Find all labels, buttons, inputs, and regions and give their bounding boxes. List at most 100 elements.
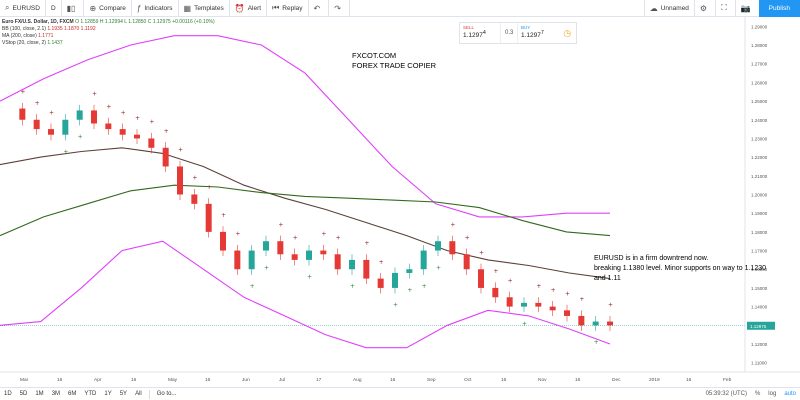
utc-time[interactable]: 05:39:32 (UTC) xyxy=(705,391,747,397)
legend-vstop[interactable]: VStop (20, close, 2) xyxy=(2,40,46,46)
range-ytd[interactable]: YTD xyxy=(84,391,97,397)
x-tick-label: 17 xyxy=(316,377,322,383)
snapshot-button[interactable]: 📷 xyxy=(734,0,759,17)
vstop-marker: + xyxy=(78,134,83,141)
alert-button[interactable]: ⏰ Alert xyxy=(230,0,268,17)
candle-body xyxy=(119,129,126,135)
x-tick-label: Aug xyxy=(353,377,362,383)
range-1d[interactable]: 1D xyxy=(4,391,12,397)
log-toggle[interactable]: log xyxy=(768,391,777,397)
y-tick-label: 1.11000 xyxy=(751,361,767,366)
candle-body xyxy=(492,287,499,298)
x-tick-label: 2019 xyxy=(649,377,660,383)
vstop-marker: + xyxy=(264,264,269,271)
layout-button[interactable]: ☁ Unnamed xyxy=(643,0,694,17)
settings-button[interactable]: ⚙ xyxy=(693,0,715,17)
vstop-marker: + xyxy=(278,221,283,228)
candle-body xyxy=(578,315,585,326)
indicators-label: Indicators xyxy=(144,4,173,12)
y-tick-label: 1.25000 xyxy=(751,99,768,104)
candle-body xyxy=(33,119,40,130)
percent-toggle[interactable]: % xyxy=(754,391,761,397)
vstop-marker: + xyxy=(192,175,197,182)
vstop-marker: + xyxy=(450,221,455,228)
y-tick-label: 1.29000 xyxy=(751,24,768,29)
candle-body xyxy=(76,110,83,120)
x-tick-label: 16 xyxy=(390,377,396,383)
replay-button[interactable]: ⏮ Replay xyxy=(267,0,309,17)
vstop-marker: + xyxy=(135,115,140,122)
vstop-marker: + xyxy=(393,302,398,309)
buy-price: 1.1297 xyxy=(521,32,541,40)
alert-label: Alert xyxy=(247,4,262,12)
y-tick-label: 1.12000 xyxy=(751,342,768,347)
legend-ma[interactable]: MA (200, close) xyxy=(2,33,37,39)
legend-ohlc: O 1.12859 H 1.12994 L 1.12850 C 1.12975 … xyxy=(75,19,215,25)
range-1m[interactable]: 1M xyxy=(35,391,44,397)
price-chart[interactable]: + + + + + + + + + + + + + + + + + + + + + + + + + + + + + + + + + + + + + + + +… xyxy=(0,17,800,387)
vstop-marker: + xyxy=(307,274,312,281)
sell-button[interactable]: SELL 1.12974 xyxy=(460,23,502,43)
candle-body xyxy=(406,269,413,273)
buy-button[interactable]: BUY 1.12977 xyxy=(517,23,558,43)
candle-body xyxy=(306,250,312,260)
publish-button[interactable]: Publish xyxy=(758,0,800,17)
templates-button[interactable]: ▦ Templates xyxy=(179,0,230,17)
range-5d[interactable]: 5D xyxy=(19,391,28,397)
candle-body xyxy=(148,138,155,148)
vstop-marker: + xyxy=(235,231,240,238)
legend-bb[interactable]: BB (100, close, 2.1) xyxy=(2,26,46,32)
compare-button[interactable]: ⊕ Compare xyxy=(84,0,132,17)
clock-icon[interactable]: ◷ xyxy=(563,27,572,38)
bottom-bar: 1D 5D 1M 3M 6M YTD 1Y 5Y All Go to... 05… xyxy=(0,387,800,400)
candle-body xyxy=(392,272,398,288)
symbol-search[interactable]: ⌕ EURUSD xyxy=(0,0,46,17)
candle-body xyxy=(435,241,441,251)
fullscreen-button[interactable]: ⛶ xyxy=(715,0,735,17)
candle-body xyxy=(134,134,140,139)
bar-style-button[interactable]: ▮▯ xyxy=(62,0,85,17)
vstop-marker: + xyxy=(293,234,298,241)
vstop-marker: + xyxy=(20,89,25,96)
series-line-2 xyxy=(0,147,611,280)
range-all[interactable]: All xyxy=(135,391,142,397)
series-line-3 xyxy=(0,184,611,237)
buy-label: BUY xyxy=(521,25,531,30)
range-3m[interactable]: 3M xyxy=(51,391,61,397)
y-tick-label: 1.23000 xyxy=(751,136,768,141)
candle-body xyxy=(19,108,26,120)
interval-button[interactable]: D xyxy=(46,0,62,17)
undo-button[interactable]: ↶ xyxy=(309,0,330,17)
candle-body xyxy=(62,119,69,135)
goto-button[interactable]: Go to... xyxy=(156,391,177,397)
candle-body xyxy=(220,231,226,251)
x-tick-label: 16 xyxy=(501,377,507,383)
range-6m[interactable]: 6M xyxy=(68,391,77,397)
search-icon: ⌕ xyxy=(5,3,10,12)
vstop-marker: + xyxy=(250,283,255,290)
fullscreen-icon: ⛶ xyxy=(721,3,727,12)
vstop-marker: + xyxy=(608,302,613,309)
redo-button[interactable]: ↷ xyxy=(329,0,350,17)
spread-value: 0.3 xyxy=(505,30,514,36)
annotation-title-2: FOREX TRADE COPIER xyxy=(352,61,437,70)
x-tick-label: 16 xyxy=(205,377,211,383)
x-tick-label: Jul xyxy=(279,377,285,383)
x-tick-label: Jun xyxy=(242,377,250,383)
range-5y[interactable]: 5Y xyxy=(119,391,128,397)
chart-pane[interactable]: + + + + + + + + + + + + + + + + + + + + + + + + + + + + + + + + + + + + + + + +… xyxy=(0,17,800,387)
candle-body xyxy=(521,302,527,307)
auto-toggle[interactable]: auto xyxy=(784,391,796,397)
bottom-right: 05:39:32 (UTC) % log auto xyxy=(702,391,800,397)
vstop-marker: + xyxy=(49,109,54,116)
indicators-button[interactable]: ƒ Indicators xyxy=(132,0,179,17)
vstop-marker: + xyxy=(63,149,68,156)
trade-box: SELL 1.12974 0.3 BUY 1.12977 ◷ xyxy=(459,22,577,44)
vstop-marker: + xyxy=(422,283,427,290)
x-tick-label: 16 xyxy=(57,377,63,383)
vstop-marker: + xyxy=(92,91,97,98)
vstop-marker: + xyxy=(350,283,355,290)
range-1y[interactable]: 1Y xyxy=(104,391,112,397)
vstop-marker: + xyxy=(565,291,570,298)
vstop-marker: + xyxy=(493,268,498,275)
